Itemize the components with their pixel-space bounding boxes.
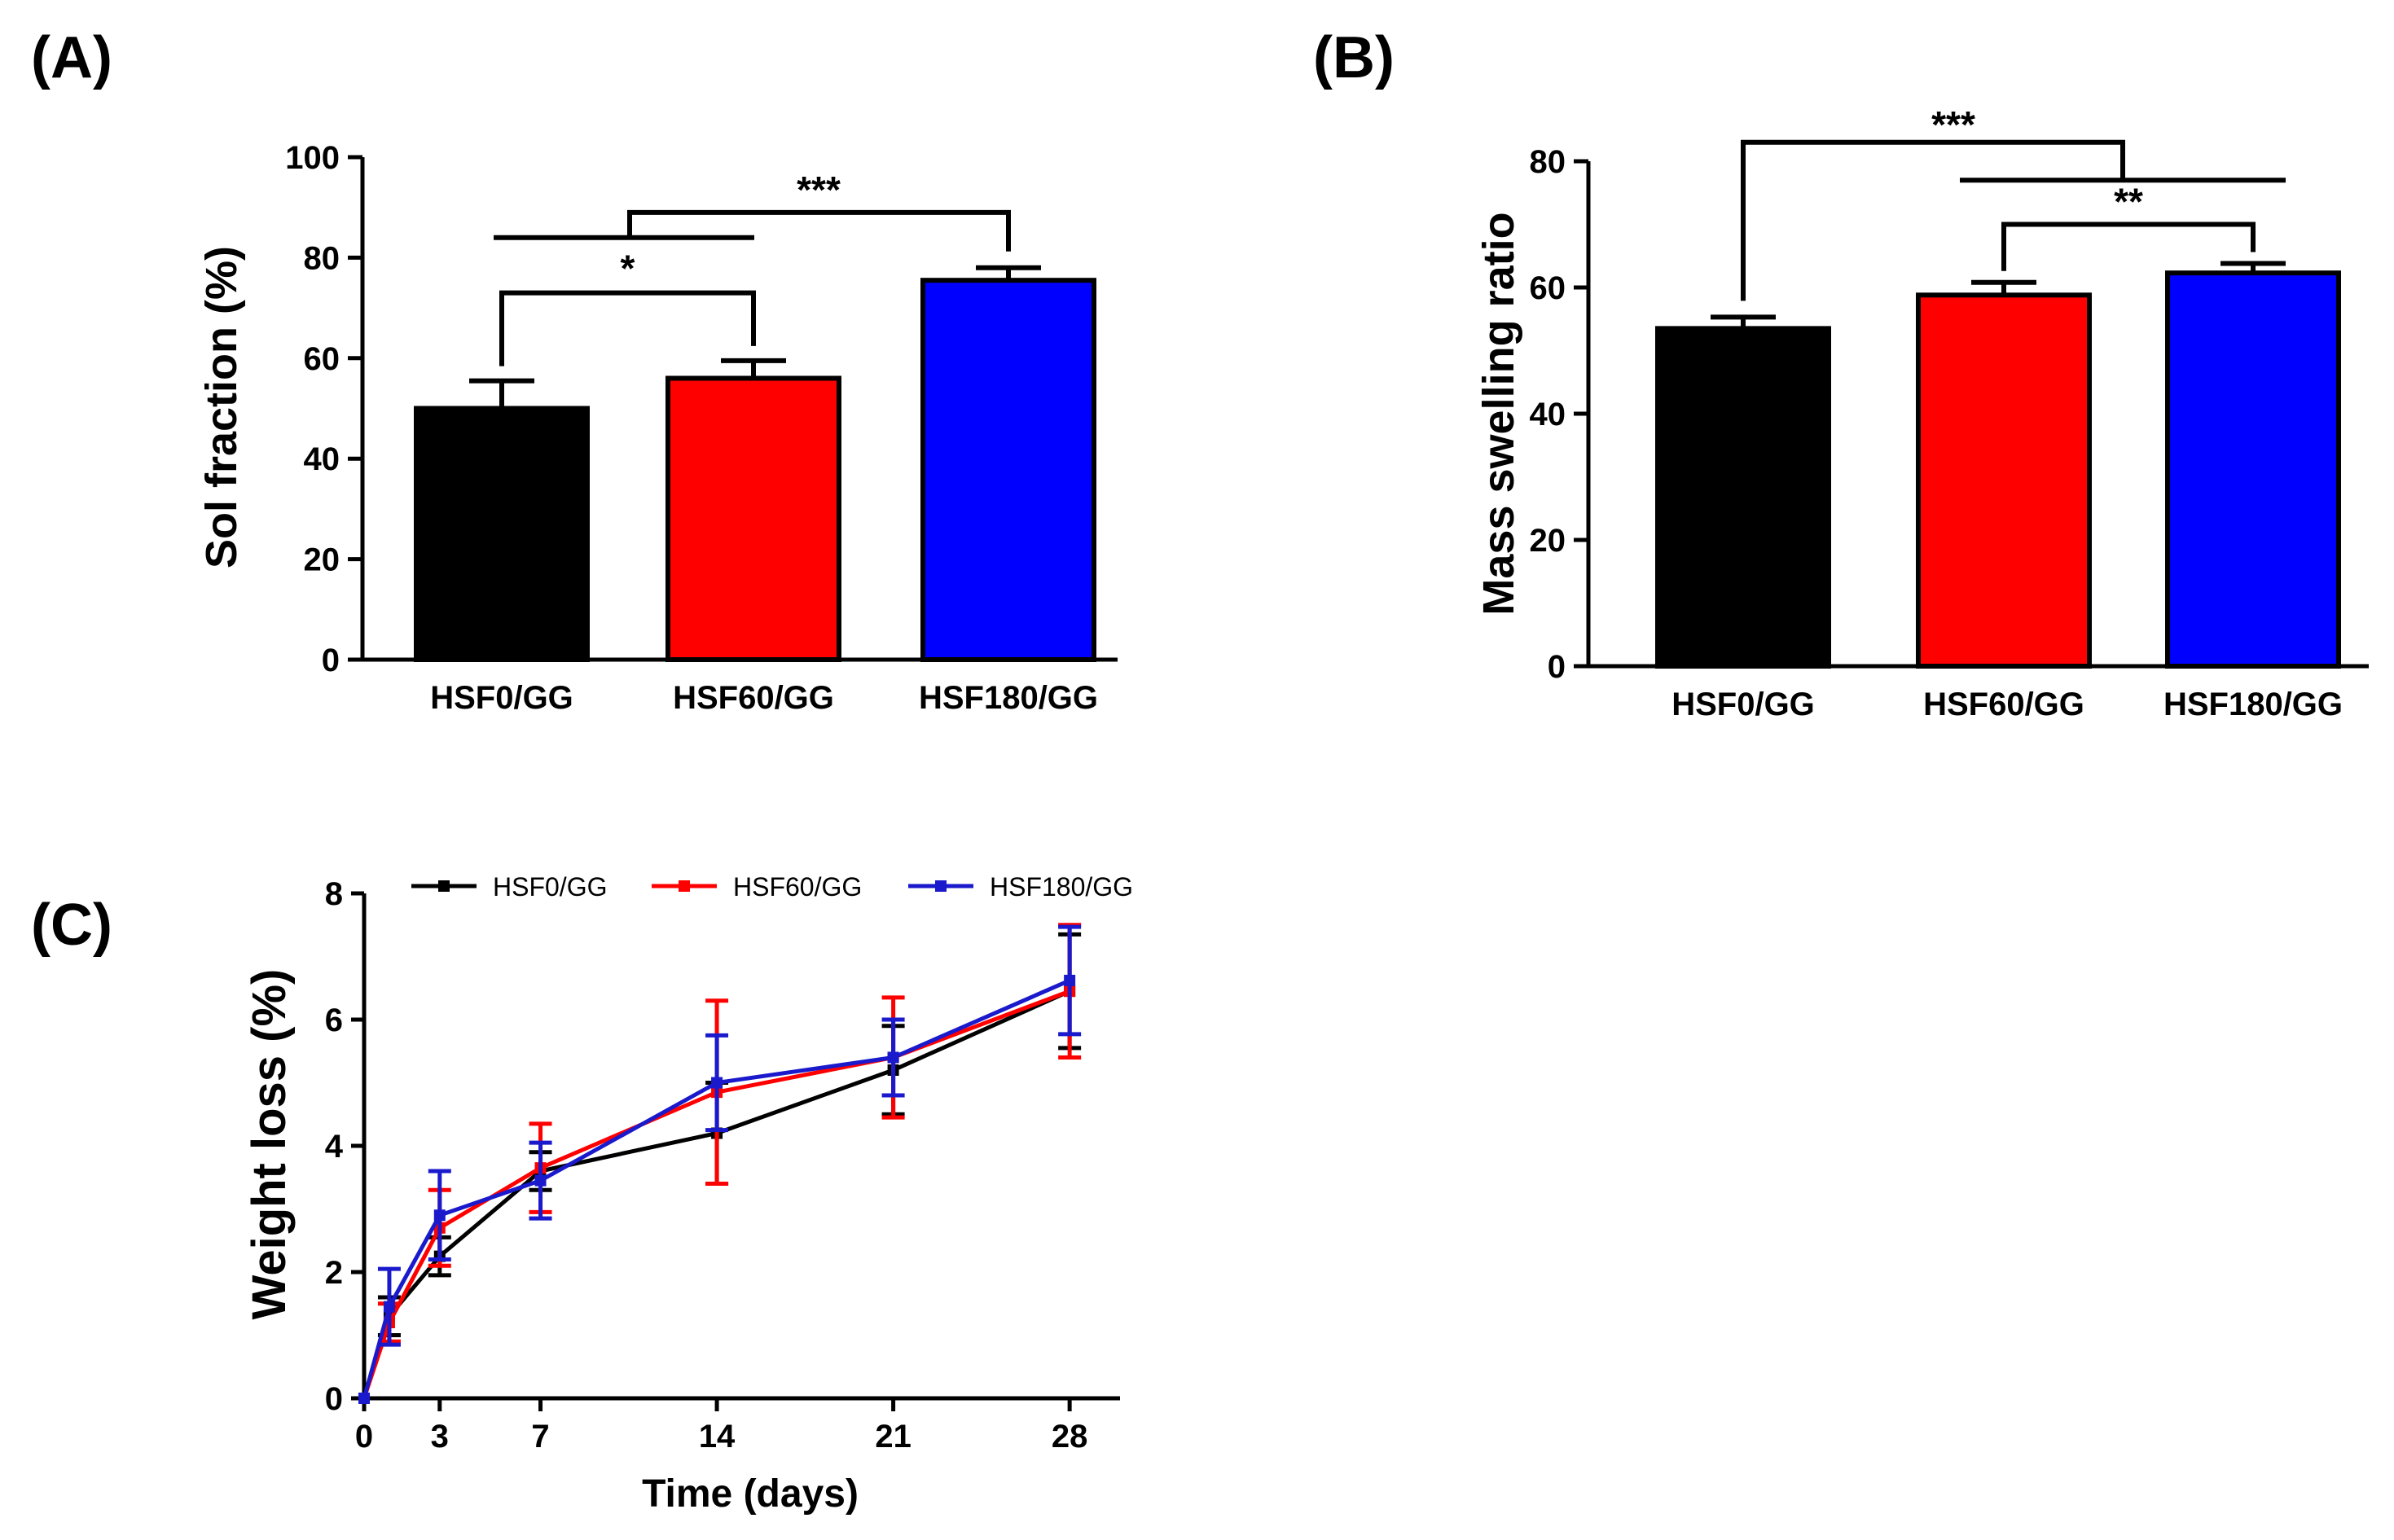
y-tick-label: 6	[325, 1003, 343, 1038]
legend-label: HSF60/GG	[733, 872, 862, 902]
y-axis-label: Sol fraction (%)	[197, 246, 246, 568]
data-point	[433, 1209, 446, 1222]
bar-hsf0-gg	[414, 406, 590, 662]
significance-label: **	[2114, 181, 2143, 223]
bar-hsf180-gg	[920, 278, 1096, 662]
significance-bracket	[2001, 222, 2256, 271]
legend-entry: HSF180/GG	[908, 872, 1133, 902]
y-tick-label: 40	[304, 441, 340, 477]
x-tick-label: 3	[431, 1419, 449, 1454]
x-tick-label: 0	[355, 1419, 373, 1454]
y-tick-label: 4	[325, 1129, 344, 1165]
x-tick-label: HSF60/GG	[1923, 687, 2084, 722]
significance-bracket	[1741, 139, 2125, 301]
y-tick-label: 100	[285, 140, 340, 176]
x-tick-label: 14	[699, 1419, 736, 1454]
chart-c: 0 2 4 6 8 0 3 7 14 21 28 Time (days) Weight loss (%)…	[243, 872, 1133, 1516]
data-point	[711, 1077, 723, 1089]
series-hsf0-gg	[358, 932, 1082, 1404]
y-tick-label: 2	[325, 1255, 343, 1291]
significance-bracket	[499, 290, 756, 366]
significance-label: ***	[1931, 103, 1975, 146]
series-hsf60-gg	[358, 923, 1082, 1404]
y-tick-label: 20	[304, 542, 340, 578]
y-axis-label: Mass swelling ratio	[1474, 212, 1523, 615]
legend-marker	[438, 880, 450, 892]
y-tick-label: 0	[1548, 649, 1566, 685]
bar-hsf60-gg	[1916, 292, 2092, 669]
data-point	[1064, 974, 1076, 986]
chart-a: 0 20 40 60 80 100 Sol fraction (%) HSF0/GG HSF60…	[197, 140, 1118, 716]
significance-bracket	[627, 209, 1011, 252]
x-tick-label: HSF180/GG	[919, 680, 1098, 716]
y-tick-label: 60	[1530, 270, 1566, 306]
x-tick-label: HSF60/GG	[673, 680, 834, 716]
bar-hsf60-gg	[665, 375, 841, 662]
y-tick-label: 80	[304, 240, 340, 276]
y-tick-label: 0	[325, 1381, 343, 1417]
y-tick-label: 40	[1530, 397, 1566, 432]
legend-entry: HSF60/GG	[652, 872, 862, 902]
y-tick-label: 80	[1530, 144, 1566, 180]
x-tick-label: 7	[531, 1419, 549, 1454]
legend-entry: HSF0/GG	[411, 872, 607, 902]
bar-hsf0-gg	[1655, 326, 1831, 669]
bar-hsf180-gg	[2165, 270, 2341, 669]
y-axis-label: Weight loss (%)	[243, 969, 296, 1320]
x-tick-label: HSF0/GG	[1671, 687, 1815, 722]
y-tick-label: 0	[322, 643, 340, 678]
data-point	[887, 1051, 899, 1064]
panel-label-c: (C)	[31, 893, 112, 958]
x-tick-label: HSF0/GG	[430, 680, 573, 716]
y-tick-label: 20	[1530, 523, 1566, 559]
panel-label-a: (A)	[31, 25, 112, 90]
legend-marker	[935, 880, 947, 892]
panel-label-b: (B)	[1313, 25, 1395, 90]
x-axis-label: Time (days)	[642, 1472, 859, 1516]
x-tick-label: 21	[875, 1419, 911, 1454]
legend-label: HSF180/GG	[990, 872, 1133, 902]
series-hsf180-gg	[358, 924, 1082, 1404]
data-point	[534, 1174, 547, 1187]
y-tick-label: 8	[325, 876, 343, 912]
y-tick-label: 60	[304, 341, 340, 377]
x-tick-label: 28	[1052, 1419, 1088, 1454]
significance-label: ***	[797, 169, 841, 211]
data-point	[358, 1393, 370, 1404]
data-point	[383, 1301, 395, 1313]
x-tick-label: HSF180/GG	[2163, 687, 2343, 722]
legend-marker	[679, 880, 690, 892]
legend-label: HSF0/GG	[493, 872, 607, 902]
significance-label: *	[621, 248, 635, 290]
